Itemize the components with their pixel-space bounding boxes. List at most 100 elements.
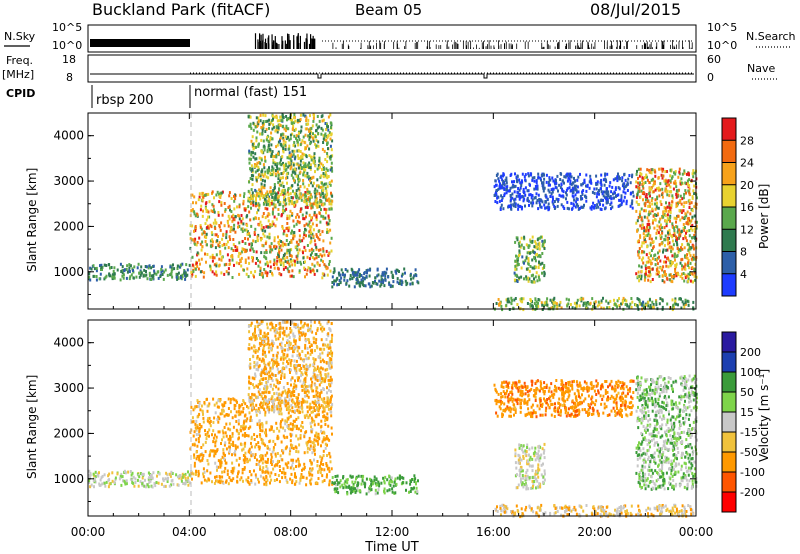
power-cell [215,262,218,266]
power-cell [181,262,184,266]
power-cell [166,273,169,277]
power-cell [291,274,293,278]
power-cell [681,216,684,220]
power-cell [308,225,311,228]
power-cell [683,279,686,283]
power-cell [675,193,678,196]
velocity-cell [137,484,140,488]
power-cell [673,252,676,256]
power-cell [100,268,102,271]
power-cell [602,178,605,182]
velocity-cell [273,479,276,482]
power-cell [644,234,647,238]
power-cell [199,225,202,229]
power-cell [533,187,536,191]
power-cell [500,194,503,198]
power-cell [283,167,286,170]
power-cell [327,222,330,226]
power-cell [516,236,519,240]
power-cell [494,183,497,187]
power-cell [137,262,140,266]
velocity-cell [279,422,282,426]
velocity-cell [326,417,329,420]
power-cell [639,210,642,214]
velocity-cell [281,449,284,453]
velocity-cell [245,419,248,423]
power-cell [520,266,523,270]
power-cell [282,176,284,180]
power-cell [302,173,305,177]
power-cell [376,267,379,271]
power-cell [285,207,288,211]
power-cell [677,303,679,307]
velocity-cell [328,481,331,485]
power-cell [311,205,314,209]
velocity-cell [224,431,227,435]
power-cell [530,201,533,205]
velocity-cell [277,474,280,477]
power-cell [515,254,517,258]
power-cell [330,236,333,240]
power-cell [582,182,585,186]
power-cell [269,186,272,190]
power-cell [113,276,116,280]
power-cell [344,273,346,277]
power-cell [297,215,300,219]
power-cell [219,250,222,254]
power-cell [262,275,264,279]
power-cell [250,242,253,246]
power-cell [307,134,310,138]
power-cell [261,173,264,176]
power-cell [674,299,677,303]
power-cell [680,177,683,181]
power-cell [653,226,656,230]
power-cell [649,234,652,238]
velocity-cell [202,443,205,447]
power-cell [199,224,202,228]
power-cell [331,194,334,198]
power-cell [184,271,187,275]
power-cell [284,266,287,269]
power-cell [269,250,271,254]
power-cell [534,259,537,263]
power-cell [299,260,302,264]
power-cell [593,206,596,210]
power-cell [518,188,521,192]
velocity-cell [283,472,286,476]
power-cell [665,276,668,280]
power-cell [655,204,658,208]
power-cell [274,129,277,133]
power-cell [282,254,285,257]
velocity-cell [223,470,226,474]
power-cell [543,203,546,207]
power-cell [594,306,597,310]
power-cell [291,196,294,200]
power-cell [528,251,531,255]
power-cell [309,253,312,257]
power-cell [297,135,300,139]
power-cell [251,247,254,251]
velocity-cell [259,467,262,471]
power-cell [551,195,554,199]
power-cell [532,201,535,205]
velocity-cell [323,414,326,418]
velocity-cell [246,417,249,421]
power-cell [258,273,261,276]
power-cell [547,202,550,206]
nsearch-tick-low: 10^0 [707,39,737,52]
velocity-cell [327,424,330,428]
velocity-cell [281,418,284,422]
velocity-cell [272,448,275,452]
power-cell [638,256,641,260]
power-cell [674,170,677,174]
power-cell [648,168,651,172]
power-cell [668,190,671,194]
power-cell [279,202,282,206]
velocity-cell [162,477,164,481]
power-cell [322,195,325,199]
power-cell [562,205,565,209]
power-cell [648,201,651,205]
power-cell [194,242,197,246]
power-cell [262,163,265,167]
power-cell [272,125,275,129]
